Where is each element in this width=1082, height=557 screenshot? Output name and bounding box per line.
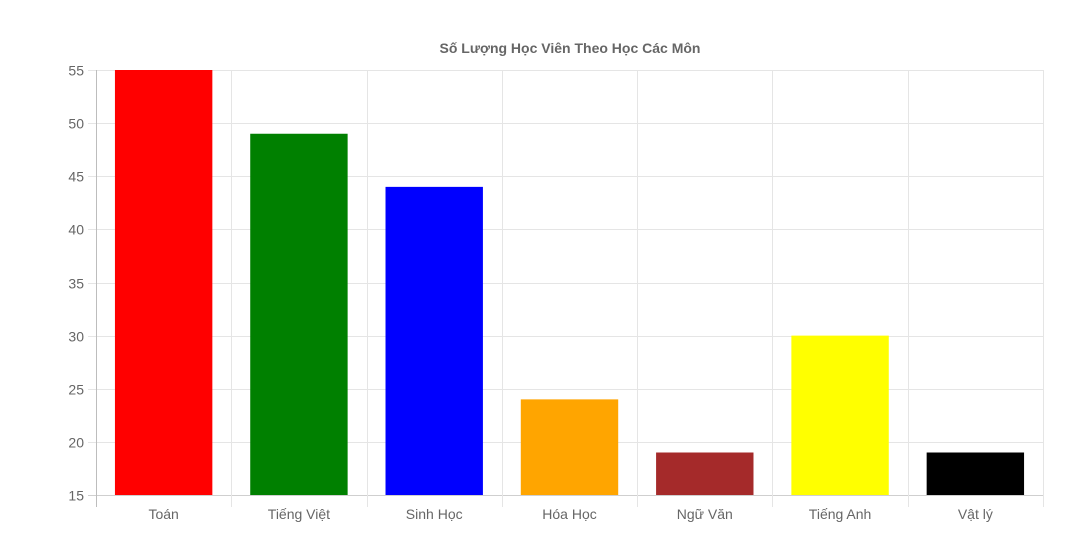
bars <box>114 70 1025 496</box>
x-tick-label: Tiếng Việt <box>268 506 330 522</box>
bar[interactable] <box>385 186 483 495</box>
y-tick-label: 15 <box>68 488 84 504</box>
bar[interactable] <box>656 452 754 496</box>
bar[interactable] <box>791 335 889 495</box>
y-tick-label: 50 <box>68 116 84 132</box>
y-tick-label: 40 <box>68 222 84 238</box>
y-tick-label: 55 <box>68 63 84 79</box>
y-tick-label: 20 <box>68 435 84 451</box>
bar[interactable] <box>250 133 348 495</box>
x-tick-label: Tiếng Anh <box>809 506 872 522</box>
x-tick-label: Sinh Học <box>406 506 463 522</box>
x-tick-label: Ngữ Văn <box>677 506 733 522</box>
bar[interactable] <box>926 452 1025 496</box>
y-tick-label: 25 <box>68 382 84 398</box>
y-tick-label: 30 <box>68 329 84 345</box>
y-tick-label: 45 <box>68 169 84 185</box>
x-tick-label: Hóa Học <box>542 506 596 522</box>
x-tick-label: Toán <box>148 506 178 522</box>
bar[interactable] <box>114 70 213 495</box>
bar[interactable] <box>520 399 619 495</box>
x-tick-label: Vật lý <box>958 506 993 522</box>
tick-labels: 15 20 25 30 35 40 45 50 55 Toán Tiếng Việt Sinh Học… <box>68 63 992 523</box>
y-tick-label: 35 <box>68 276 84 292</box>
chart-title: Số Lượng Học Viên Theo Học Các Môn <box>439 40 701 56</box>
